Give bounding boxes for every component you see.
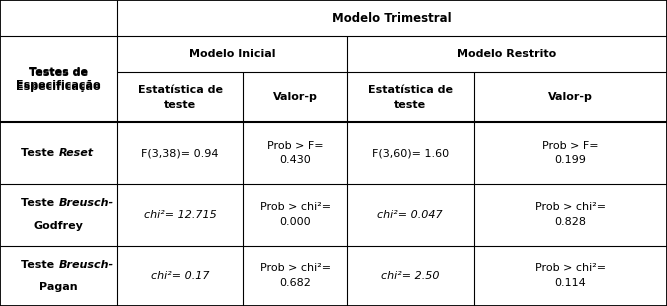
Text: Prob > chi²=
0.682: Prob > chi²= 0.682: [259, 263, 331, 288]
Text: chi²= 2.50: chi²= 2.50: [381, 271, 440, 281]
Text: Prob > F=
0.199: Prob > F= 0.199: [542, 140, 598, 166]
Text: Modelo Restrito: Modelo Restrito: [458, 49, 556, 59]
Text: Prob > chi²=
0.114: Prob > chi²= 0.114: [535, 263, 606, 288]
Text: Modelo Trimestral: Modelo Trimestral: [332, 12, 452, 24]
Text: F(3,38)= 0.94: F(3,38)= 0.94: [141, 148, 219, 158]
Text: Prob > chi²=
0.000: Prob > chi²= 0.000: [259, 202, 331, 227]
Text: Prob > F=
0.430: Prob > F= 0.430: [267, 140, 323, 166]
Text: Pagan: Pagan: [39, 282, 77, 292]
Text: Teste: Teste: [21, 260, 59, 270]
Text: Modelo Inicial: Modelo Inicial: [189, 49, 275, 59]
Text: Reset: Reset: [59, 148, 93, 158]
Text: chi²= 12.715: chi²= 12.715: [143, 210, 217, 220]
Text: Testes de
Especificação: Testes de Especificação: [16, 67, 101, 92]
Text: Teste: Teste: [21, 148, 59, 158]
Text: Prob > chi²=
0.828: Prob > chi²= 0.828: [535, 202, 606, 227]
Text: Estatística de
teste: Estatística de teste: [368, 85, 453, 110]
Text: Breusch-: Breusch-: [59, 260, 113, 270]
Text: Estatística de
teste: Estatística de teste: [137, 85, 223, 110]
Text: Valor-p: Valor-p: [273, 92, 317, 102]
Text: Valor-p: Valor-p: [548, 92, 593, 102]
Text: Testes de
Especificação: Testes de Especificação: [16, 69, 101, 90]
Text: chi²= 0.047: chi²= 0.047: [378, 210, 443, 220]
Text: Breusch-: Breusch-: [59, 199, 113, 208]
Text: F(3,60)= 1.60: F(3,60)= 1.60: [372, 148, 449, 158]
Text: Godfrey: Godfrey: [33, 221, 83, 231]
Text: chi²= 0.17: chi²= 0.17: [151, 271, 209, 281]
Text: Teste: Teste: [21, 199, 59, 208]
